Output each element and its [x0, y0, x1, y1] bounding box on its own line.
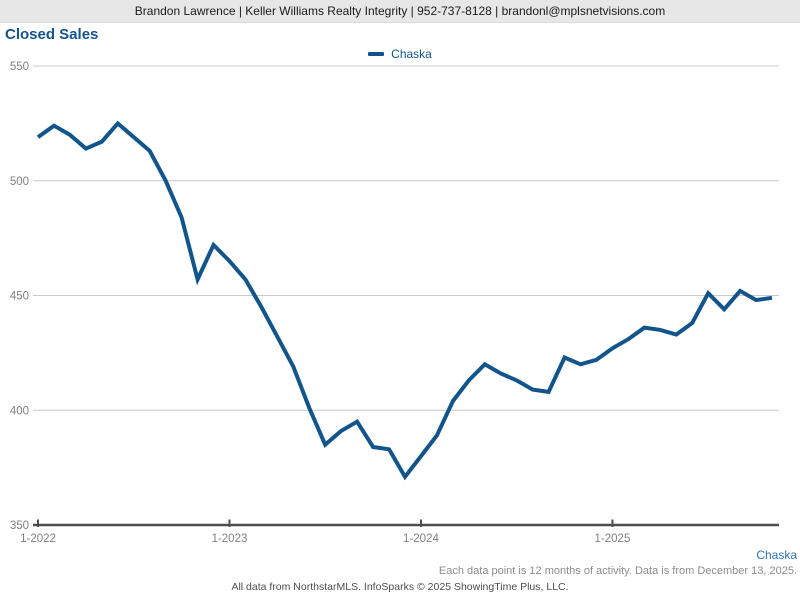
y-tick-label: 500 [10, 176, 29, 188]
contact-header: Brandon Lawrence | Keller Williams Realt… [0, 0, 800, 23]
footer-series-label: Chaska [756, 548, 797, 562]
x-tick-label: 1-2023 [212, 533, 248, 545]
x-tick-label: 1-2024 [403, 533, 439, 545]
y-tick-label: 350 [10, 520, 29, 532]
chart-legend: Chaska [0, 46, 800, 62]
x-tick-label: 1-2022 [20, 533, 56, 545]
x-tick-label: 1-2025 [595, 533, 631, 545]
y-tick-label: 550 [10, 61, 29, 73]
contact-header-text: Brandon Lawrence | Keller Williams Realt… [134, 4, 666, 18]
y-tick-label: 450 [10, 291, 29, 303]
series-line-chaska [36, 120, 773, 481]
page-title: Closed Sales [5, 26, 99, 43]
legend-line-swatch [368, 52, 385, 56]
y-tick-label: 400 [10, 405, 29, 417]
data-note: Each data point is 12 months of activity… [438, 565, 797, 577]
legend-series-label: Chaska [391, 47, 432, 61]
attribution-text: All data from NorthstarMLS. InfoSparks ©… [231, 581, 569, 593]
